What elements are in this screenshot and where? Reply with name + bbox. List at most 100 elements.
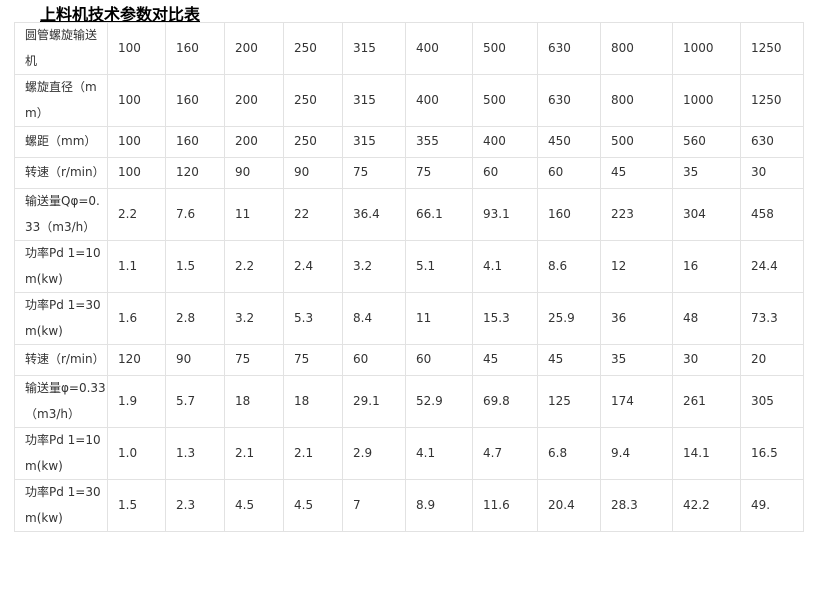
cell-value: 1.5 [107,479,166,532]
cell-value: 11 [405,292,473,345]
cell-value: 1000 [672,22,741,75]
cell-value: 125 [537,375,601,428]
cell-value: 2.3 [165,479,225,532]
cell-value: 4.1 [405,427,473,480]
cell-value: 160 [165,74,225,127]
cell-value: 5.7 [165,375,225,428]
cell-value: 6.8 [537,427,601,480]
cell-value: 73.3 [740,292,804,345]
cell-value: 315 [342,126,406,158]
cell-value: 500 [472,22,538,75]
cell-value: 1.6 [107,292,166,345]
cell-value: 11 [224,188,284,241]
cell-value: 16 [672,240,741,293]
cell-value: 75 [342,157,406,189]
cell-value: 52.9 [405,375,473,428]
row-label: 输送量φ=0.33（m3/h） [14,375,108,428]
row-label: 圆管螺旋输送机 [14,22,108,75]
table-row: 转速（r/min） 120 90 75 75 60 60 45 45 35 30 20 [14,344,804,376]
cell-value: 2.9 [342,427,406,480]
cell-value: 160 [165,126,225,158]
cell-value: 2.2 [224,240,284,293]
cell-value: 304 [672,188,741,241]
cell-value: 49. [740,479,804,532]
cell-value: 35 [672,157,741,189]
cell-value: 30 [740,157,804,189]
cell-value: 800 [600,22,673,75]
cell-value: 2.8 [165,292,225,345]
cell-value: 100 [107,22,166,75]
cell-value: 20.4 [537,479,601,532]
cell-value: 630 [740,126,804,158]
cell-value: 2.2 [107,188,166,241]
cell-value: 28.3 [600,479,673,532]
page-title: 上料机技术参数对比表 [40,5,201,24]
cell-value: 90 [165,344,225,376]
cell-value: 458 [740,188,804,241]
row-label: 转速（r/min） [14,344,108,376]
cell-value: 1.9 [107,375,166,428]
cell-value: 250 [283,126,343,158]
cell-value: 8.6 [537,240,601,293]
table-row: 螺距（mm） 100 160 200 250 315 355 400 450 500 560 630 [14,126,804,158]
cell-value: 14.1 [672,427,741,480]
cell-value: 174 [600,375,673,428]
cell-value: 75 [405,157,473,189]
row-label: 螺距（mm） [14,126,108,158]
cell-value: 1.0 [107,427,166,480]
cell-value: 24.4 [740,240,804,293]
cell-value: 250 [283,22,343,75]
cell-value: 500 [600,126,673,158]
cell-value: 66.1 [405,188,473,241]
cell-value: 1000 [672,74,741,127]
cell-value: 16.5 [740,427,804,480]
spec-table: 圆管螺旋输送机 100 160 200 250 315 400 500 630 800 1000 12… [14,22,804,532]
cell-value: 250 [283,74,343,127]
table-row: 转速（r/min） 100 120 90 90 75 75 60 60 45 35 30 [14,157,804,189]
cell-value: 315 [342,22,406,75]
cell-value: 90 [224,157,284,189]
cell-value: 2.1 [283,427,343,480]
cell-value: 100 [107,126,166,158]
cell-value: 8.4 [342,292,406,345]
cell-value: 20 [740,344,804,376]
cell-value: 1.3 [165,427,225,480]
row-label: 转速（r/min） [14,157,108,189]
cell-value: 15.3 [472,292,538,345]
cell-value: 560 [672,126,741,158]
cell-value: 160 [537,188,601,241]
cell-value: 5.1 [405,240,473,293]
cell-value: 400 [405,74,473,127]
table-body: 圆管螺旋输送机 100 160 200 250 315 400 500 630 800 1000 12… [14,22,804,532]
cell-value: 9.4 [600,427,673,480]
cell-value: 500 [472,74,538,127]
cell-value: 29.1 [342,375,406,428]
table-row: 功率Pd 1=30m(kw) 1.6 2.8 3.2 5.3 8.4 11 15.3 25.9 3… [14,292,804,345]
cell-value: 200 [224,22,284,75]
cell-value: 3.2 [342,240,406,293]
table-row: 功率Pd 1=10m(kw) 1.0 1.3 2.1 2.1 2.9 4.1 4.7 6.8 9.… [14,427,804,480]
cell-value: 120 [107,344,166,376]
cell-value: 60 [537,157,601,189]
row-label: 螺旋直径（mm） [14,74,108,127]
cell-value: 4.7 [472,427,538,480]
cell-value: 200 [224,74,284,127]
row-label: 输送量Qφ=0.33（m3/h） [14,188,108,241]
cell-value: 18 [224,375,284,428]
cell-value: 30 [672,344,741,376]
cell-value: 1250 [740,74,804,127]
cell-value: 11.6 [472,479,538,532]
cell-value: 7 [342,479,406,532]
table-row: 功率Pd 1=30m(kw) 1.5 2.3 4.5 4.5 7 8.9 11.6 20.4 28… [14,479,804,532]
cell-value: 355 [405,126,473,158]
row-label: 功率Pd 1=30m(kw) [14,292,108,345]
cell-value: 42.2 [672,479,741,532]
cell-value: 160 [165,22,225,75]
cell-value: 2.4 [283,240,343,293]
cell-value: 60 [472,157,538,189]
cell-value: 3.2 [224,292,284,345]
table-row: 功率Pd 1=10m(kw) 1.1 1.5 2.2 2.4 3.2 5.1 4.1 8.6 12… [14,240,804,293]
row-label: 功率Pd 1=10m(kw) [14,427,108,480]
cell-value: 305 [740,375,804,428]
